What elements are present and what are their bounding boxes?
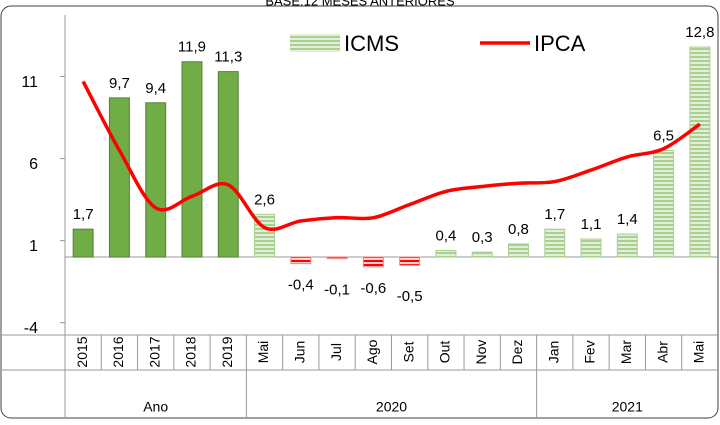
data-label: 2,6 — [254, 191, 275, 208]
legend-label: IPCA — [534, 31, 586, 56]
chart-frame — [0, 5, 719, 419]
x-tick-label: Jan — [545, 341, 561, 364]
x-tick-label: 2018 — [183, 336, 199, 367]
data-label: 9,7 — [109, 75, 130, 92]
bar — [108, 97, 130, 258]
line — [81, 80, 701, 232]
bar — [362, 256, 384, 268]
x-tick-label: Jul — [328, 343, 344, 361]
y-tick-label: 1 — [29, 238, 38, 255]
data-label: -0,1 — [324, 282, 350, 299]
x-tick-label: Fev — [582, 340, 598, 363]
data-label: 12,8 — [685, 24, 714, 41]
x-tick-label: 2019 — [219, 336, 235, 367]
x-tick-label: Mar — [618, 340, 634, 364]
bar — [616, 233, 638, 258]
x-tick-label: Dez — [509, 340, 525, 365]
data-label: 6,5 — [653, 127, 674, 144]
x-tick-label: Ago — [364, 339, 380, 364]
chart-title: BASE:12 MESES ANTERIORES — [265, 0, 455, 8]
bar — [689, 46, 711, 258]
data-label: 0,4 — [435, 227, 456, 244]
bar — [653, 149, 675, 258]
bar — [399, 256, 421, 266]
y-tick-label: 11 — [21, 74, 38, 91]
data-label: 1,7 — [73, 206, 94, 223]
x-group-label: 2020 — [376, 399, 407, 415]
bar — [435, 249, 457, 258]
x-tick-label: Mai — [691, 341, 707, 364]
data-label: 1,7 — [544, 206, 565, 223]
data-label: -0,6 — [360, 280, 386, 297]
data-label: 11,3 — [214, 49, 242, 66]
x-tick-label: Mai — [255, 341, 271, 364]
data-label: 11,9 — [178, 39, 206, 56]
bar — [145, 102, 167, 258]
x-tick-label: Nov — [473, 340, 489, 365]
x-tick-label: Set — [400, 341, 416, 362]
x-group-label: Ano — [143, 399, 168, 415]
bar — [217, 71, 239, 258]
bar — [290, 256, 312, 265]
data-label: -0,4 — [288, 277, 314, 294]
data-label: 0,3 — [472, 229, 493, 246]
y-tick-label: 6 — [29, 156, 38, 173]
y-tick-label: -4 — [24, 320, 38, 337]
legend-swatch — [290, 34, 340, 52]
bar — [72, 228, 94, 258]
x-tick-label: Jun — [292, 341, 308, 364]
x-tick-label: Out — [437, 341, 453, 364]
data-label: 0,8 — [508, 221, 529, 238]
x-tick-label: 2017 — [146, 336, 162, 367]
bar — [580, 238, 602, 258]
bar — [544, 228, 566, 258]
legend-label: ICMS — [344, 31, 399, 56]
data-label: 1,4 — [617, 211, 638, 228]
x-tick-label: 2015 — [74, 336, 90, 367]
data-label: 9,4 — [145, 80, 166, 97]
bar — [507, 243, 529, 258]
bar — [471, 251, 493, 258]
data-label: -0,5 — [397, 288, 423, 305]
bar — [326, 256, 348, 260]
x-tick-label: Abr — [654, 341, 670, 363]
data-label: 1,1 — [581, 216, 602, 233]
bar — [181, 61, 203, 258]
x-group-label: 2021 — [612, 399, 643, 415]
x-tick-label: 2016 — [110, 336, 126, 367]
